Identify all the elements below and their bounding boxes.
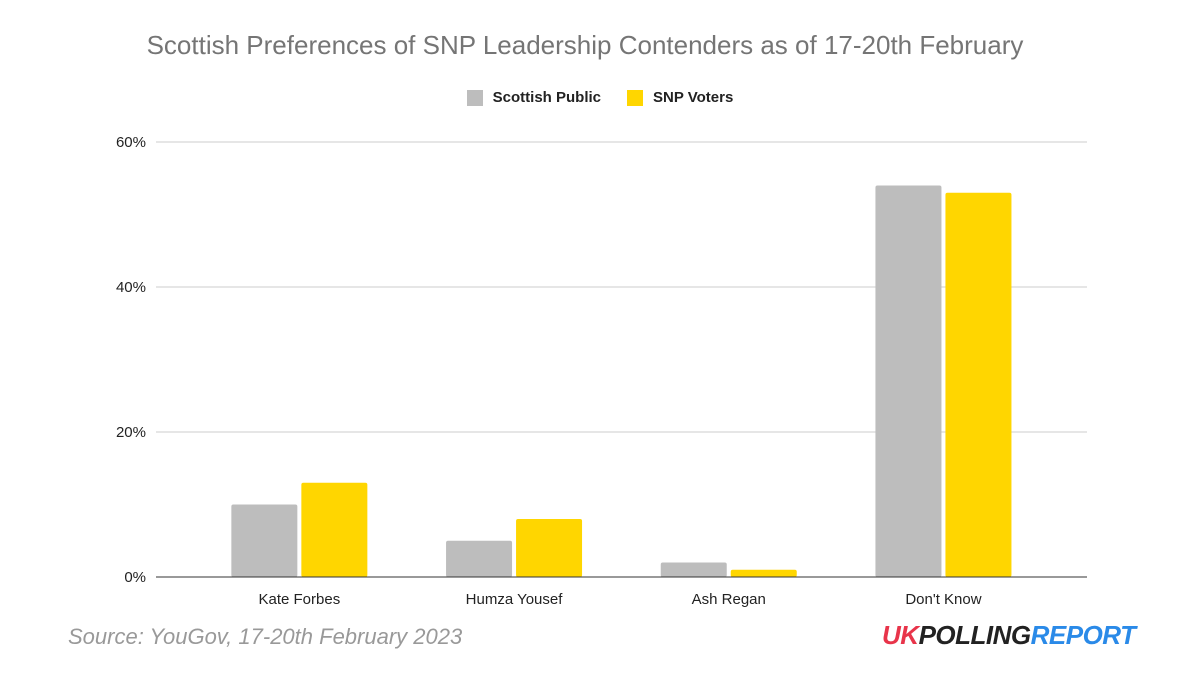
chart-title: Scottish Preferences of SNP Leadership C…: [146, 30, 1024, 60]
legend-label: SNP Voters: [653, 89, 734, 106]
x-tick-label: Kate Forbes: [258, 591, 340, 608]
logo-part: UK: [882, 620, 919, 650]
source-note: Source: YouGov, 17-20th February 2023: [68, 624, 463, 649]
x-tick-label: Don't Know: [905, 591, 981, 608]
bar-snp-voters: [516, 519, 583, 577]
x-tick-label: Humza Yousef: [466, 591, 564, 608]
logo-part: POLLING: [918, 620, 1032, 650]
x-tick-label: Ash Regan: [692, 591, 766, 608]
bar-snp-voters: [301, 482, 368, 577]
logo-part: REPORT: [1030, 620, 1136, 650]
legend-item-snp-voters: SNP Voters: [627, 89, 733, 106]
bar-scottish-public: [231, 504, 298, 577]
bar-snp-voters: [730, 569, 797, 577]
bar-scottish-public: [660, 562, 727, 577]
bar-scottish-public: [446, 540, 513, 577]
y-tick-label: 20%: [116, 424, 146, 441]
bar-snp-voters: [945, 192, 1012, 577]
legend-item-scottish-public: Scottish Public: [466, 89, 602, 106]
y-tick-label: 40%: [116, 279, 146, 296]
bar-scottish-public: [875, 185, 942, 577]
y-tick-label: 0%: [124, 569, 146, 586]
logo: UKPOLLINGREPORT: [882, 620, 1136, 651]
legend-swatch: [627, 89, 644, 106]
legend: Scottish Public SNP Voters: [0, 89, 1200, 106]
legend-swatch: [466, 89, 483, 106]
y-tick-label: 60%: [116, 134, 146, 151]
legend-label: Scottish Public: [492, 89, 602, 106]
